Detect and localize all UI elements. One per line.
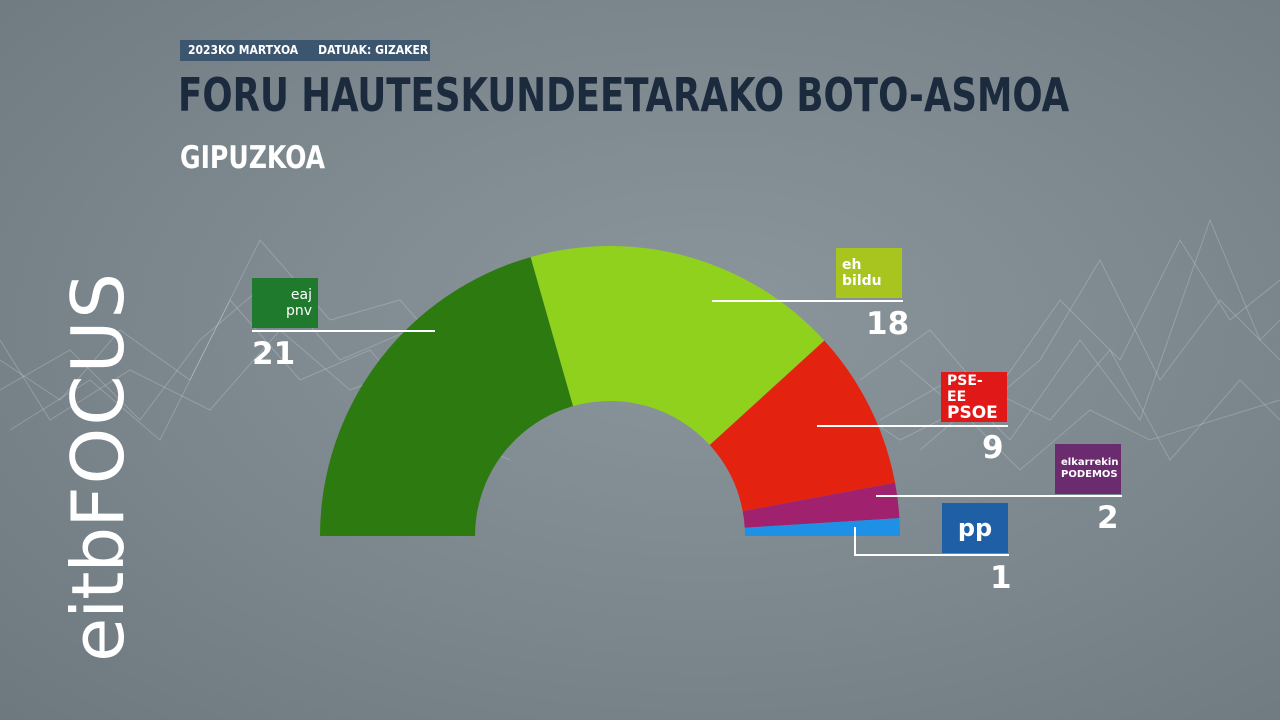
slice-pp: [744, 518, 900, 536]
seat-count-pse-ee-psoe: 9: [982, 430, 1004, 466]
party-logo-text: PODEMOS: [1061, 469, 1118, 480]
party-logo-text: elkarrekin: [1061, 457, 1119, 468]
header-tag-bar: 2023KO MARTXOA DATUAK: GIZAKER: [180, 40, 430, 61]
chart-title: FORU HAUTESKUNDEETARAKO BOTO-ASMOA: [178, 68, 1070, 122]
date-tag: 2023KO MARTXOA: [188, 43, 299, 57]
seat-count-eh-bildu: 18: [866, 306, 910, 342]
slice-eh-bildu: [530, 246, 825, 446]
party-logo-eaj-pnv: eaj pnv: [252, 278, 318, 328]
party-logo-text: bildu: [842, 273, 882, 289]
party-logo-text: eh: [842, 257, 862, 273]
seat-count-elkarrekin-podemos: 2: [1097, 500, 1119, 536]
seat-count-pp: 1: [990, 560, 1012, 596]
party-logo-pse-ee-psoe: PSE-EE PSOE: [941, 372, 1007, 422]
party-logo-text: PSOE: [947, 403, 998, 423]
party-logo-text: pp: [957, 514, 993, 542]
leader-line: [854, 527, 1009, 556]
party-logo-text: PSE-EE: [947, 373, 983, 405]
party-logo-text: pnv: [285, 303, 312, 319]
chart-subtitle: GIPUZKOA: [180, 140, 326, 176]
seat-count-eaj-pnv: 21: [252, 336, 296, 372]
party-logo-elkarrekin-podemos: elkarrekin PODEMOS: [1055, 444, 1121, 494]
slice-pse-ee-psoe: [709, 340, 896, 512]
slice-elkarrekin-podemos: [742, 482, 900, 528]
slice-eaj-pnv: [320, 257, 574, 536]
party-logo-text: eaj: [290, 287, 312, 303]
source-tag: DATUAK: GIZAKER: [318, 43, 429, 57]
party-logo-eh-bildu: eh bildu: [836, 248, 902, 298]
party-logo-pp: pp: [942, 503, 1008, 553]
